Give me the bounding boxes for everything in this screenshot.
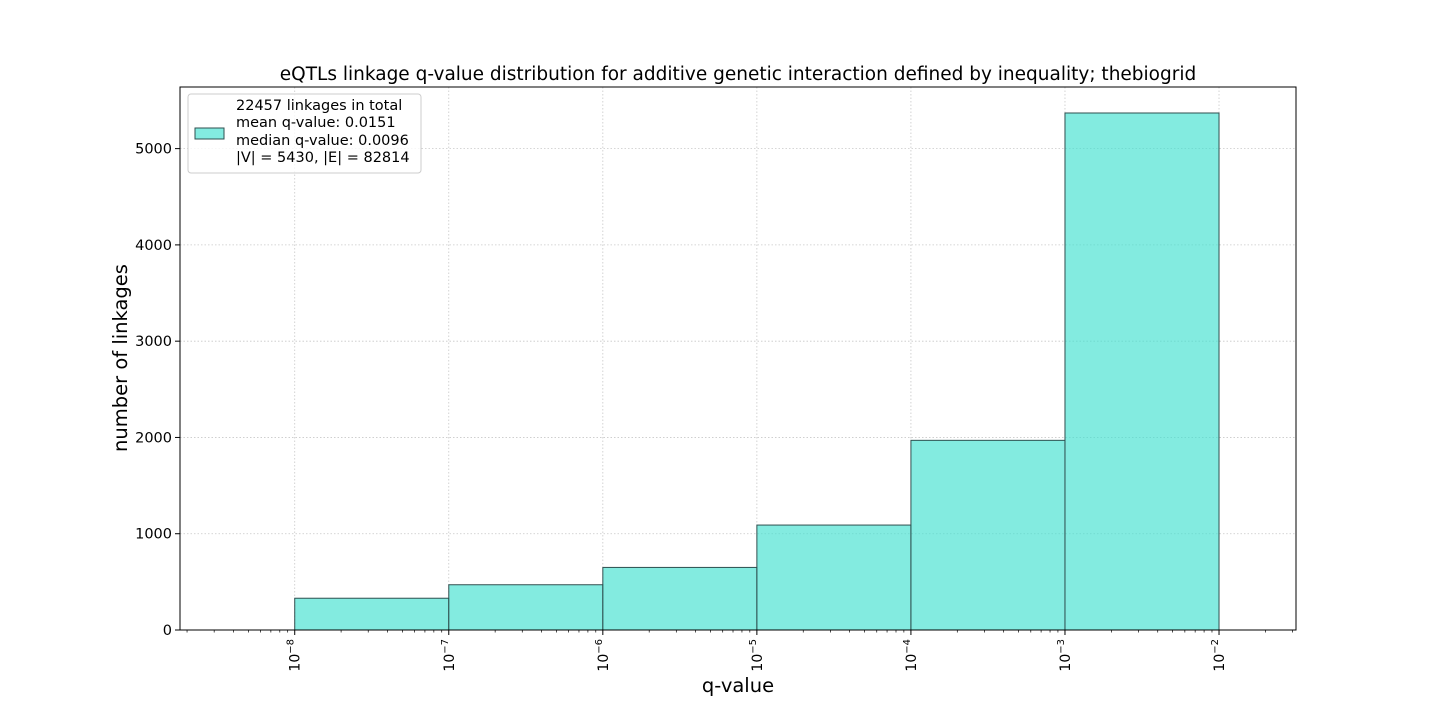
y-tick-label: 4000 xyxy=(135,238,172,254)
x-axis-label: q-value xyxy=(702,674,774,697)
x-tick-label: 10−6 xyxy=(594,639,612,672)
y-tick-label: 1000 xyxy=(135,527,172,543)
legend: 22457 linkages in total mean q-value: 0.… xyxy=(187,93,422,174)
legend-line-3: median q-value: 0.0096 xyxy=(236,133,409,149)
y-tick-label: 5000 xyxy=(135,142,172,158)
x-axis-ticks: 10−8 10−7 10−6 10−5 10−4 10−3 10−2 xyxy=(286,630,1228,672)
legend-line-2: mean q-value: 0.0151 xyxy=(236,115,396,131)
y-tick-label: 3000 xyxy=(135,334,172,350)
x-tick-label: 10−3 xyxy=(1056,639,1074,672)
x-tick-label: 10−7 xyxy=(440,639,458,672)
legend-box xyxy=(187,93,422,174)
histogram-bar xyxy=(602,566,758,631)
legend-line-4: |V| = 5430, |E| = 82814 xyxy=(236,150,410,166)
legend-swatch xyxy=(194,127,225,140)
y-axis-ticks: 0 1000 2000 3000 4000 5000 xyxy=(135,142,180,639)
x-tick-label: 10−4 xyxy=(902,639,920,672)
chart-title: eQTLs linkage q-value distribution for a… xyxy=(280,64,1196,85)
histogram-bar xyxy=(448,584,604,631)
x-tick-label: 10−2 xyxy=(1210,639,1228,672)
x-tick-label: 10−8 xyxy=(286,639,304,672)
y-axis-label: number of linkages xyxy=(109,264,132,452)
y-tick-label: 2000 xyxy=(135,430,172,446)
bars-group xyxy=(294,112,1220,631)
x-tick-label: 10−5 xyxy=(748,639,766,672)
histogram-bar xyxy=(294,597,450,631)
histogram-bar xyxy=(756,524,912,631)
histogram-bar xyxy=(1064,112,1220,631)
histogram-bar xyxy=(910,439,1066,631)
y-tick-label: 0 xyxy=(163,623,172,639)
plot-frame xyxy=(179,86,1297,631)
legend-line-1: 22457 linkages in total xyxy=(236,98,402,114)
